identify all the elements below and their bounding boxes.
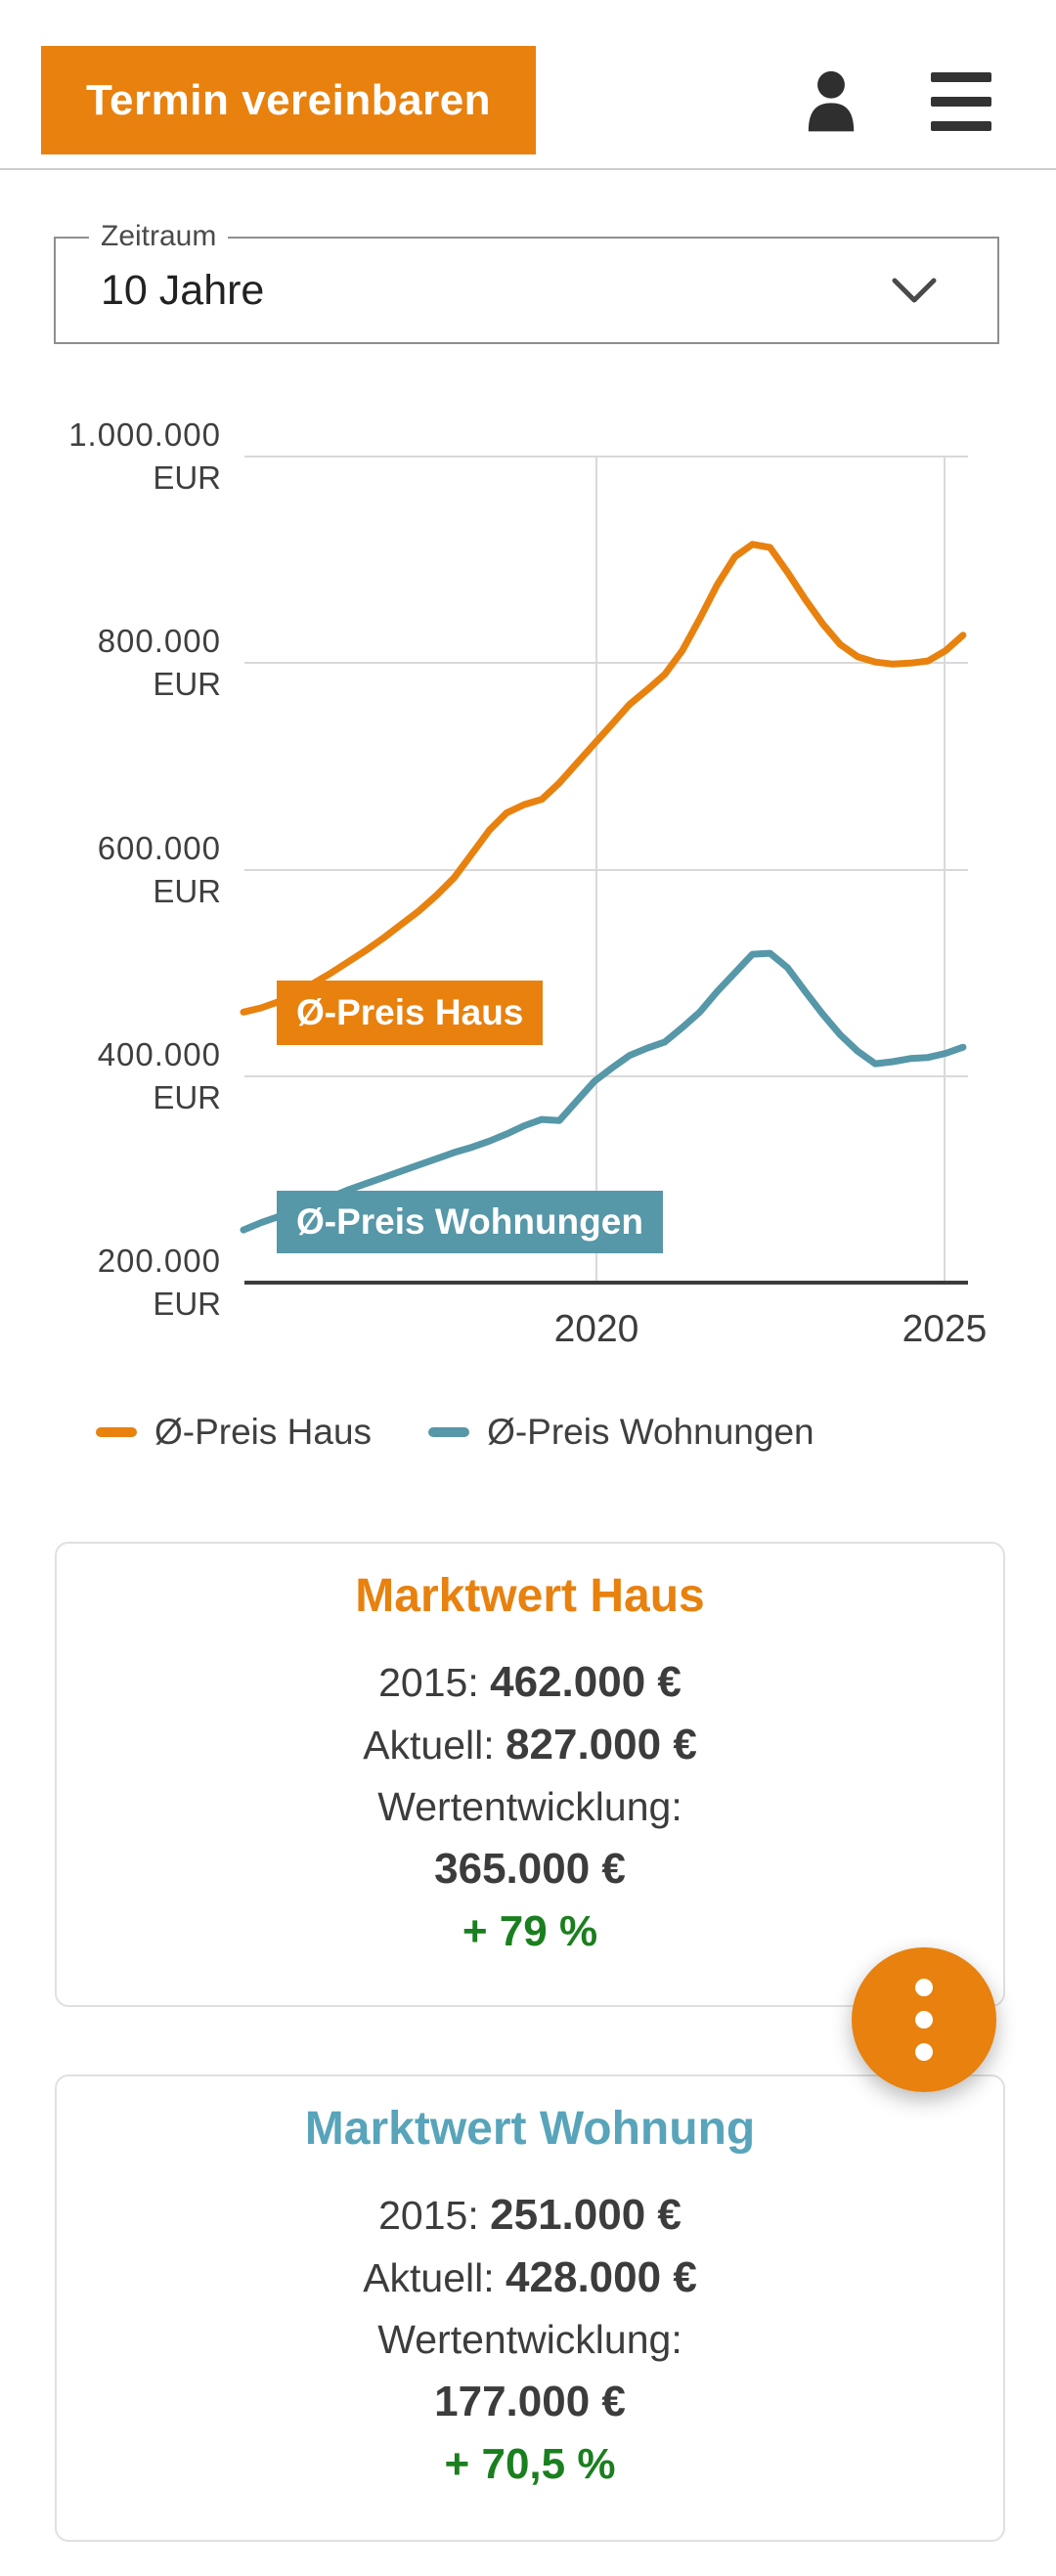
y-tick-200000: 200.000 EUR	[97, 1243, 221, 1322]
price-chart: 1.000.000 EUR 800.000 EUR 600.000 EUR 400.0…	[0, 416, 1056, 1408]
legend-label: Ø-Preis Wohnungen	[487, 1412, 814, 1452]
card-title: Marktwert Wohnung	[304, 2103, 756, 2155]
row-value: 827.000 €	[506, 1721, 697, 1768]
growth-label: Wertentwicklung:	[377, 2317, 682, 2362]
chevron-down-icon	[892, 278, 937, 310]
kebab-menu-icon	[915, 1979, 933, 2061]
card-title: Marktwert Haus	[355, 1570, 705, 1622]
y-tick-600000: 600.000 EUR	[97, 830, 221, 909]
hamburger-bar	[931, 97, 991, 107]
value-row-aktuell: Aktuell: 827.000 €	[57, 1714, 1003, 1776]
value-row-aktuell: Aktuell: 428.000 €	[57, 2247, 1003, 2309]
header: Termin vereinbaren	[0, 0, 1056, 170]
x-tick-2020: 2020	[553, 1308, 639, 1350]
wohnungen-series-badge: Ø-Preis Wohnungen	[277, 1191, 663, 1253]
card-marktwert-haus: Marktwert Haus 2015: 462.000 € Aktuell: …	[55, 1542, 1005, 2007]
value-row-2015: 2015: 462.000 €	[57, 1651, 1003, 1714]
hamburger-menu-icon[interactable]	[931, 72, 997, 131]
row-value: 251.000 €	[490, 2191, 682, 2239]
card-marktwert-wohnung: Marktwert Wohnung 2015: 251.000 € Aktuel…	[55, 2074, 1005, 2542]
header-divider	[0, 168, 1056, 170]
y-tick-1000000: 1.000.000 EUR	[68, 416, 221, 496]
dot	[915, 2043, 933, 2061]
x-tick-2025: 2025	[902, 1308, 988, 1350]
row-label: Aktuell:	[363, 1723, 495, 1768]
haus-series-badge: Ø-Preis Haus	[277, 981, 544, 1045]
y-tick-400000: 400.000 EUR	[97, 1036, 221, 1115]
period-select-value: 10 Jahre	[101, 267, 265, 314]
haus-legend-swatch-icon	[96, 1427, 137, 1437]
row-label: 2015:	[378, 2193, 479, 2238]
period-select-label: Zeitraum	[89, 220, 229, 253]
legend-item-haus: Ø-Preis Haus	[96, 1412, 372, 1453]
legend-item-wohnungen: Ø-Preis Wohnungen	[428, 1412, 814, 1453]
y-tick-800000: 800.000 EUR	[97, 623, 221, 702]
person-icon	[803, 69, 859, 135]
dot	[915, 1979, 933, 1996]
growth-label: Wertentwicklung:	[377, 1784, 682, 1829]
dot	[915, 2011, 933, 2029]
row-value: 462.000 €	[490, 1658, 682, 1706]
legend-label: Ø-Preis Haus	[154, 1412, 373, 1452]
haus-price-line	[240, 541, 967, 1016]
hamburger-bar	[931, 72, 991, 82]
row-label: Aktuell:	[363, 2255, 495, 2300]
chart-canvas	[240, 456, 968, 1285]
growth-percent: + 79 %	[462, 1907, 598, 1955]
chart-legend: Ø-Preis Haus Ø-Preis Wohnungen	[96, 1404, 814, 1461]
wohnungen-price-line	[240, 949, 967, 1234]
row-label: 2015:	[378, 1660, 479, 1705]
appointment-button[interactable]: Termin vereinbaren	[41, 46, 536, 154]
wohnungen-legend-swatch-icon	[428, 1427, 470, 1437]
value-row-2015: 2015: 251.000 €	[57, 2184, 1003, 2247]
row-value: 428.000 €	[506, 2253, 697, 2301]
period-select[interactable]: Zeitraum 10 Jahre	[54, 220, 999, 344]
growth-value: 177.000 €	[434, 2378, 626, 2425]
account-button[interactable]	[794, 65, 868, 139]
growth-value: 365.000 €	[434, 1845, 626, 1893]
growth-percent: + 70,5 %	[444, 2440, 616, 2488]
hamburger-bar	[931, 121, 991, 131]
more-actions-fab[interactable]	[852, 1947, 996, 2092]
